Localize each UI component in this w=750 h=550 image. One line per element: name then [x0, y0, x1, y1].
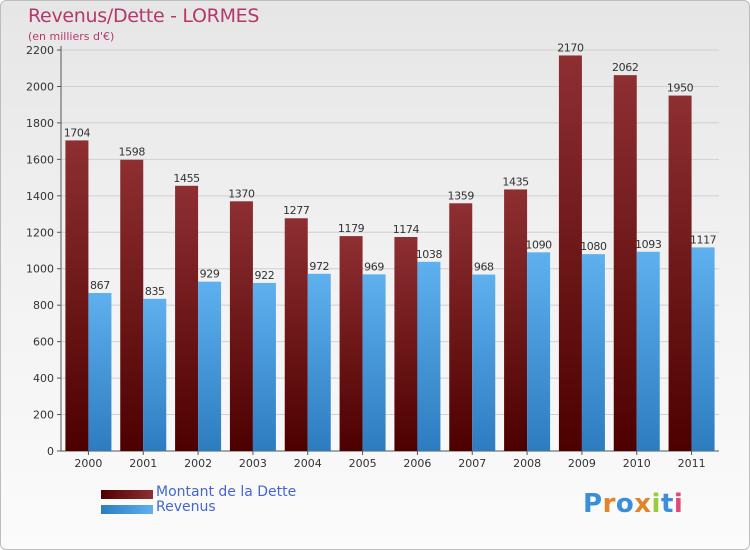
- legend-label-dette: Montant de la Dette: [156, 484, 297, 500]
- data-label-dette: 1179: [338, 222, 365, 235]
- legend-swatch-revenus: [101, 505, 153, 514]
- data-label-dette: 1950: [667, 82, 694, 95]
- x-tick-label: 2011: [678, 457, 706, 470]
- x-tick-label: 2004: [294, 457, 322, 470]
- y-tick-label: 200: [33, 409, 54, 422]
- bar-dette: [120, 159, 144, 451]
- bar-revenus: [198, 281, 222, 451]
- bar-revenus: [417, 261, 441, 451]
- value-labels: 1704 867 1598 835 1455 929 1370 922 1277 972 1179 9…: [64, 41, 717, 297]
- y-tick-label: 1400: [26, 190, 54, 203]
- bar-revenus: [691, 247, 715, 451]
- y-tick-label: 2000: [26, 80, 54, 93]
- data-label-revenus: 835: [145, 285, 165, 298]
- y-tick-label: 1800: [26, 117, 54, 130]
- y-tick-label: 1200: [26, 226, 54, 239]
- data-label-dette: 1455: [173, 172, 200, 185]
- bar-dette: [284, 218, 308, 451]
- x-tick-label: 2010: [623, 457, 651, 470]
- proxiti-logo: Proxiti: [583, 489, 683, 519]
- x-tick-label: 2009: [568, 457, 596, 470]
- y-axis: 0 200 400 600 800 1000 1200 1400 1600 1800 2000 220…: [26, 44, 719, 458]
- bar-revenus: [88, 292, 112, 451]
- data-label-dette: 2062: [612, 61, 638, 74]
- logo-letter: t: [660, 489, 674, 519]
- y-tick-label: 1600: [26, 153, 54, 166]
- y-tick-label: 600: [33, 336, 54, 349]
- bar-dette: [229, 201, 253, 451]
- x-tick-label: 2001: [129, 457, 157, 470]
- data-label-dette: 1435: [502, 175, 529, 188]
- data-label-revenus: 1080: [580, 240, 607, 253]
- data-label-revenus: 1117: [690, 233, 717, 246]
- x-tick-label: 2002: [184, 457, 212, 470]
- bar-revenus: [472, 274, 496, 451]
- y-tick-label: 800: [33, 299, 54, 312]
- data-label-revenus: 972: [309, 260, 329, 273]
- y-tick-label: 400: [33, 372, 54, 385]
- x-tick-label: 2003: [239, 457, 267, 470]
- logo-letter: i: [651, 489, 661, 519]
- y-tick-label: 0: [47, 445, 54, 458]
- data-label-revenus: 969: [364, 260, 384, 273]
- chart-subtitle: (en milliers d'€): [28, 30, 115, 43]
- x-tick-label: 2007: [458, 457, 486, 470]
- x-tick-label: 2005: [349, 457, 377, 470]
- bar-dette: [668, 95, 692, 452]
- x-axis-labels: 2000 2001 2002 2003 2004 2005 2006 2007 2008 2009…: [74, 451, 706, 470]
- x-tick-label: 2008: [513, 457, 541, 470]
- bar-dette: [339, 236, 363, 451]
- data-label-dette: 1598: [119, 146, 146, 159]
- bar-dette: [504, 189, 528, 451]
- bar-dette: [558, 55, 582, 452]
- data-label-dette: 1277: [283, 204, 310, 217]
- data-label-dette: 1359: [448, 189, 475, 202]
- logo-letter: r: [602, 489, 616, 519]
- bar-revenus: [581, 254, 605, 451]
- grid: [61, 49, 719, 452]
- bar-revenus: [362, 274, 386, 451]
- data-label-revenus: 929: [200, 268, 220, 281]
- data-label-revenus: 1090: [525, 238, 552, 251]
- bar-revenus: [252, 282, 276, 451]
- data-label-dette: 1704: [64, 126, 91, 139]
- legend-label-revenus: Revenus: [156, 499, 216, 515]
- bar-dette: [394, 237, 418, 451]
- logo-letter: x: [634, 489, 652, 519]
- bar-dette: [449, 203, 473, 451]
- bar-revenus: [527, 252, 551, 451]
- logo-letter: o: [615, 489, 635, 519]
- data-label-dette: 1174: [393, 223, 420, 236]
- bar-dette: [175, 185, 199, 451]
- data-label-revenus: 922: [255, 269, 275, 282]
- bar-revenus: [307, 273, 331, 451]
- data-label-revenus: 867: [90, 279, 110, 292]
- y-tick-label: 1000: [26, 263, 54, 276]
- logo-letter: i: [673, 489, 684, 519]
- bars: [65, 55, 715, 452]
- legend-swatch-dette: [101, 490, 153, 499]
- data-label-revenus: 1038: [416, 248, 443, 261]
- bar-revenus: [636, 251, 660, 451]
- data-label-revenus: 968: [474, 261, 494, 274]
- x-tick-label: 2000: [74, 457, 102, 470]
- logo-letter: P: [583, 489, 603, 519]
- y-tick-label: 2200: [26, 44, 54, 57]
- data-label-dette: 1370: [228, 187, 255, 200]
- chart-title: Revenus/Dette - LORMES: [28, 5, 260, 27]
- data-label-revenus: 1093: [635, 238, 662, 251]
- bar-dette: [613, 75, 637, 452]
- bar-revenus: [143, 298, 167, 451]
- data-label-dette: 2170: [557, 41, 584, 54]
- bar-dette: [65, 140, 89, 451]
- x-tick-label: 2006: [403, 457, 431, 470]
